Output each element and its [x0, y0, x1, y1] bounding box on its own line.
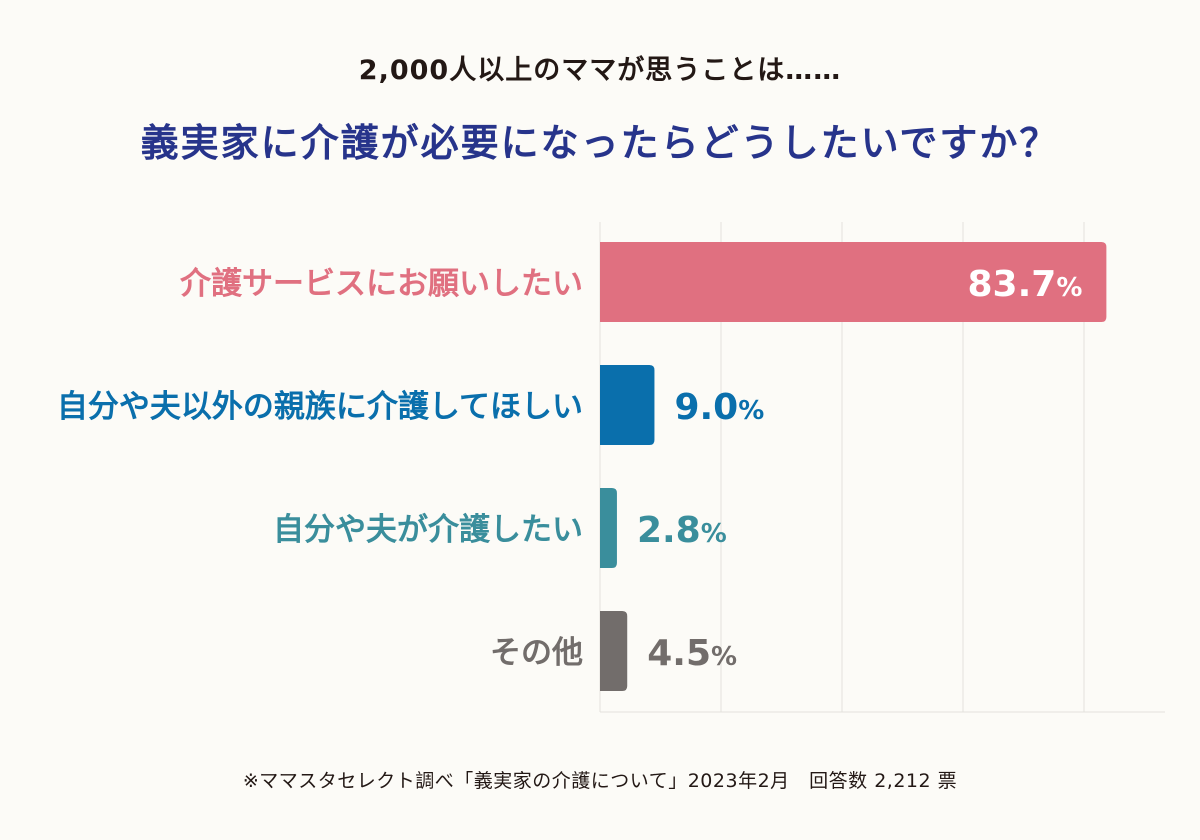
- value-label-3: 4.5%: [647, 633, 737, 674]
- bar-1: [600, 365, 655, 445]
- bar-0: [600, 242, 1107, 322]
- bar-3: [600, 611, 628, 691]
- value-number: 9.0: [674, 387, 738, 428]
- value-label-2: 2.8%: [637, 510, 727, 551]
- value-label-0: 83.7%: [967, 264, 1082, 305]
- value-unit: %: [701, 519, 727, 549]
- value-number: 83.7: [967, 264, 1056, 305]
- source-note: ※ママスタセレクト調べ「義実家の介護について」2023年2月 回答数 2,212…: [242, 770, 958, 792]
- category-label-3: その他: [490, 635, 583, 671]
- category-label-1: 自分や夫以外の親族に介護してほしい: [57, 389, 583, 425]
- value-number: 4.5: [647, 633, 711, 674]
- chart-subtitle: 2,000人以上のママが思うことは……: [358, 55, 842, 86]
- value-unit: %: [738, 396, 764, 426]
- value-unit: %: [1056, 273, 1082, 303]
- bar-2: [600, 488, 617, 568]
- value-unit: %: [711, 642, 737, 672]
- value-label-1: 9.0%: [674, 387, 764, 428]
- chart-title: 義実家に介護が必要になったらどうしたいですか？: [140, 121, 1060, 165]
- value-number: 2.8: [637, 510, 701, 551]
- category-label-0: 介護サービスにお願いしたい: [179, 266, 583, 302]
- category-label-2: 自分や夫が介護したい: [273, 512, 583, 548]
